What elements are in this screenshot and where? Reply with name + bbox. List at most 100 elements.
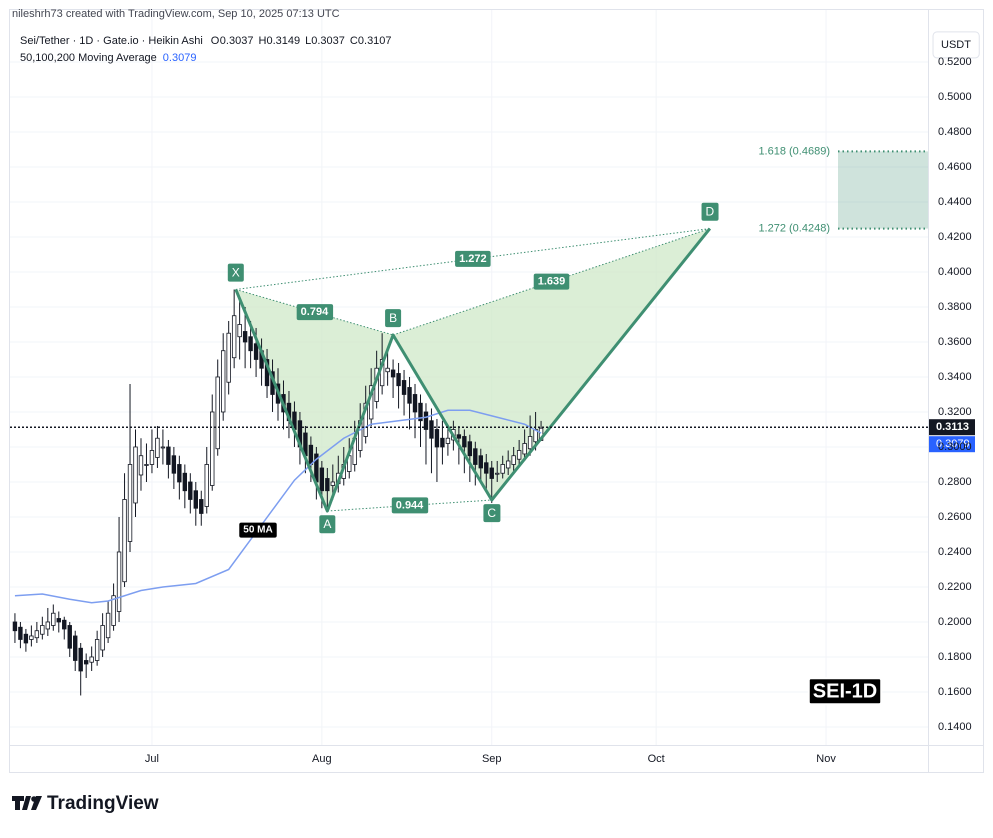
candle-body [484, 462, 489, 474]
y-tick-label: 0.3200 [938, 406, 972, 418]
candle-body [363, 402, 368, 437]
candle-body [62, 619, 67, 630]
ohlc-value: 0.3037 [311, 35, 345, 47]
target-zone [838, 151, 928, 229]
candle-body [210, 411, 215, 486]
candle-body [83, 660, 89, 665]
ohlc-label: C [350, 35, 358, 47]
candle-body [396, 373, 401, 387]
candle-body [215, 376, 220, 450]
pattern-line [234, 227, 712, 513]
pattern-point-label-box [227, 263, 244, 282]
y-tick-label: 0.5200 [938, 56, 972, 68]
candle-body [188, 481, 193, 500]
y-tick-label: 0.4800 [938, 126, 972, 138]
indicator-name: 50,100,200 Moving Average [20, 52, 157, 64]
ohlc-label: H [258, 35, 266, 47]
candle-body [473, 448, 478, 465]
candle-body [505, 460, 511, 469]
candle-body [407, 387, 412, 404]
pattern-point-label: B [389, 311, 397, 325]
candle-body [253, 343, 259, 360]
pattern-point-label-box [701, 202, 719, 221]
ohlc-value: 0.3149 [266, 35, 300, 47]
candle-body [122, 499, 127, 583]
candle-body [445, 437, 451, 444]
ma-price-tag: 0.3079 [936, 438, 970, 450]
pattern-point-label: X [232, 266, 240, 280]
candle-body [166, 446, 171, 465]
y-tick-label: 0.4000 [938, 266, 972, 278]
candle-body [144, 464, 149, 466]
moving-average-line [14, 409, 542, 604]
candle-body [319, 467, 325, 492]
y-tick-label: 0.1800 [938, 651, 972, 663]
x-tick-label: Oct [648, 753, 665, 765]
candle-body [40, 625, 45, 635]
symbol-badge: SEI-1D [813, 680, 877, 702]
y-tick-label: 0.2800 [938, 476, 972, 488]
attribution: nileshrh73 created with TradingView.com,… [12, 8, 340, 20]
candle-body [149, 450, 155, 465]
currency-button-label[interactable]: USDT [941, 39, 971, 51]
x-tick-label: Nov [816, 753, 836, 765]
pattern-ratio-label-box [533, 273, 570, 290]
pattern-point-label-box [483, 504, 501, 523]
candle-body [12, 621, 18, 632]
y-tick-label: 0.3000 [938, 441, 972, 453]
candle-body [138, 455, 144, 476]
pattern-ratio-line [327, 499, 492, 512]
x-tick-label: Aug [312, 753, 332, 765]
candle-body [401, 380, 407, 395]
symbol-info: Sei/Tether · 1D · Gate.io · Heikin Ashi [20, 35, 203, 47]
pattern-point-label: D [706, 205, 715, 219]
candle-body [330, 481, 336, 486]
candle-body [511, 455, 516, 465]
candle-body [495, 472, 500, 475]
candle-body [522, 443, 527, 455]
y-tick-label: 0.2200 [938, 581, 972, 593]
candle-body [105, 612, 111, 639]
candle-body [418, 402, 423, 422]
candle-body [478, 455, 483, 469]
candle-body [160, 446, 166, 449]
candle-body [78, 647, 83, 672]
candle-body [51, 612, 56, 626]
candle-body [423, 411, 429, 430]
y-tick-label: 0.2600 [938, 511, 972, 523]
candle-body [248, 336, 253, 352]
y-tick-label: 0.4400 [938, 196, 972, 208]
pattern-point-label: A [323, 517, 331, 531]
candle-body [34, 630, 40, 639]
candle-body [462, 436, 467, 448]
ohlc-value: 0.3107 [358, 35, 392, 47]
currency-button[interactable] [932, 31, 980, 59]
candle-body [177, 464, 182, 483]
target-label: 1.618 (0.4689) [758, 145, 830, 157]
candle-body [193, 490, 198, 509]
candle-body [116, 551, 122, 612]
candle-body [45, 621, 51, 630]
pattern-fill [393, 228, 710, 500]
pattern-ratio-label: 0.794 [301, 306, 329, 318]
candle-body [182, 472, 188, 492]
candle-body [325, 478, 330, 492]
candle-body [171, 455, 177, 474]
candle-body [18, 626, 23, 640]
y-tick-label: 0.1600 [938, 686, 972, 698]
candle-body [94, 639, 100, 661]
footer-brand: TradingView [47, 793, 159, 814]
candle-body [220, 350, 226, 413]
pattern-ratio-label: 1.639 [538, 276, 566, 288]
candle-body [308, 444, 314, 465]
candle-body [56, 618, 61, 623]
candle-body [100, 625, 105, 651]
candle-body [133, 446, 138, 504]
candle-body [467, 441, 473, 457]
y-tick-label: 0.3600 [938, 336, 972, 348]
ma-price-tag-box [929, 436, 975, 453]
y-tick-label: 0.5000 [938, 91, 972, 103]
candle-body [434, 429, 440, 448]
